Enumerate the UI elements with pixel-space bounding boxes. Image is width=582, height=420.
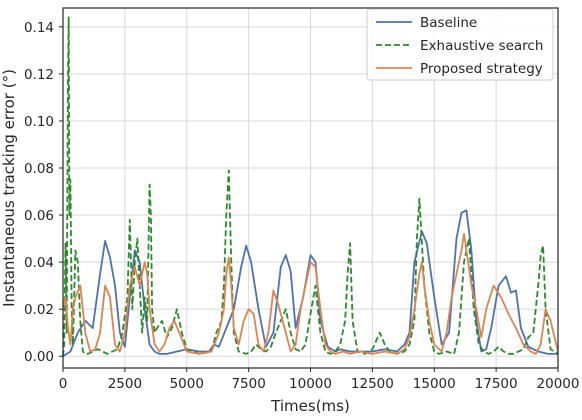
x-axis-ticks: 0 2500 5000 7500 10000 12500 15000 17500 20000 xyxy=(59,368,580,392)
legend-label: Proposed strategy xyxy=(420,61,543,77)
series-line-3 xyxy=(62,233,559,355)
series-group xyxy=(62,16,559,357)
x-tick-label: 7500 xyxy=(231,376,265,392)
legend-label: Exhaustive search xyxy=(420,38,543,54)
legend: Baseline Exhaustive search Proposed strate… xyxy=(366,8,554,81)
y-tick-label: 0.12 xyxy=(24,67,54,83)
x-tick-label: 10000 xyxy=(289,376,332,392)
series-line-2 xyxy=(62,16,559,357)
x-tick-label: 5000 xyxy=(170,376,204,392)
x-tick-label: 0 xyxy=(59,376,68,392)
y-tick-label: 0.10 xyxy=(24,114,54,130)
x-tick-label: 15000 xyxy=(413,376,456,392)
y-tick-label: 0.04 xyxy=(24,255,54,271)
x-axis-label: Times(ms) xyxy=(270,397,350,415)
x-tick-label: 20000 xyxy=(537,376,580,392)
x-tick-label: 17500 xyxy=(475,376,518,392)
x-tick-label: 2500 xyxy=(108,376,142,392)
legend-label: Baseline xyxy=(420,15,477,31)
y-axis-label: Instantaneous tracking error (°) xyxy=(0,69,18,307)
x-tick-label: 12500 xyxy=(351,376,394,392)
y-tick-label: 0.14 xyxy=(24,20,54,36)
y-tick-label: 0.06 xyxy=(24,208,54,224)
y-axis-ticks: 0.00 0.02 0.04 0.06 0.08 0.10 0.12 0.14 xyxy=(24,20,63,365)
y-tick-label: 0.00 xyxy=(24,349,54,365)
legend-box xyxy=(366,8,554,81)
y-tick-label: 0.08 xyxy=(24,161,54,177)
y-tick-label: 0.02 xyxy=(24,302,54,318)
